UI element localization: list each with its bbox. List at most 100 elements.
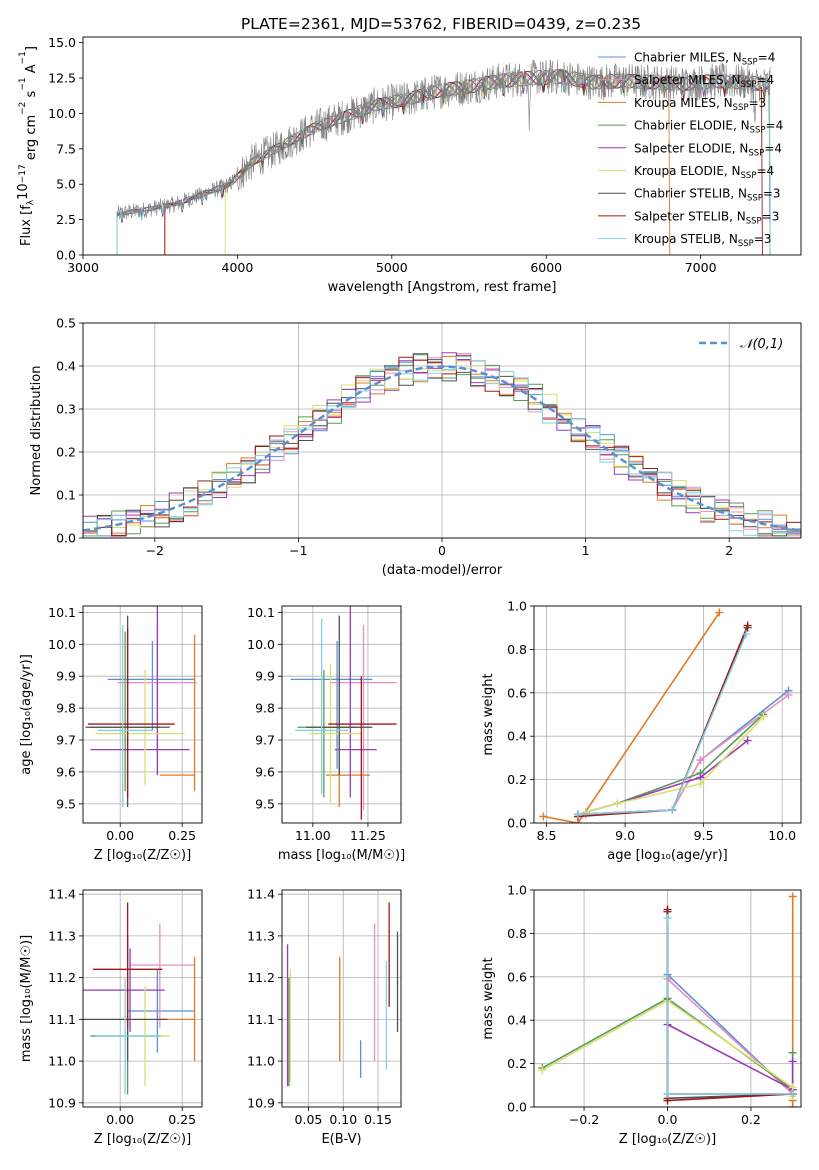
weight-line-6 — [666, 911, 793, 1100]
observed-spectrum — [116, 59, 771, 220]
legend-label-part: Chabrier MILES, N — [634, 51, 742, 65]
weight-point — [663, 914, 672, 923]
weight-point — [668, 805, 677, 814]
x-tick-label: 7000 — [685, 260, 717, 275]
weight-point — [696, 756, 705, 765]
age-vs-mass-panel-border — [281, 605, 402, 824]
massweight-vs-age-panel-marks — [539, 608, 793, 823]
y-tick-label: 11.1 — [247, 1012, 275, 1027]
age-vs-z-panel-border — [82, 605, 203, 824]
model-spectrum-2 — [164, 69, 671, 255]
y-tick-label: 11.0 — [247, 1054, 275, 1069]
legend-label-part: Salpeter MILES, N — [634, 73, 741, 87]
x-axis-label: Z [log₁₀(Z/Z☉)] — [94, 848, 191, 863]
x-tick-label: 0 — [438, 543, 446, 558]
legend-label-part: SSP — [747, 194, 763, 204]
x-tick-label: 3000 — [67, 260, 99, 275]
x-tick-label: 8.5 — [537, 828, 557, 843]
y-tick-label: 15.0 — [48, 35, 76, 50]
age-vs-z-panel: 0.00 0.25 9.5 9.6 9.7 9.8 9.9 10.0 10.1 Z [log₁₀(… — [19, 605, 203, 863]
y-tick-label: 0.3 — [56, 402, 76, 417]
x-axis-label: mass [log₁₀(M/M☉)] — [278, 848, 405, 863]
weight-point — [743, 736, 752, 745]
x-axis-label: Z [log₁₀(Z/Z☉)] — [619, 1132, 716, 1147]
mass-vs-ebv-panel: 0.05 0.10 0.15 10.9 11.0 11.1 11.2 11.3 11.4 E(B-… — [247, 887, 402, 1147]
weight-point — [743, 621, 752, 630]
weight-point — [663, 905, 672, 914]
legend-label-part: SSP — [741, 80, 757, 90]
y-tick-label: 9.6 — [255, 764, 275, 779]
weight-point — [663, 1089, 672, 1098]
x-tick-label: 1 — [582, 543, 590, 558]
weight-point — [788, 1103, 797, 1107]
y-tick-label: 11.4 — [48, 887, 76, 902]
massweight-vs-age-panel-border — [533, 605, 802, 824]
x-tick-label: −1 — [289, 543, 307, 558]
mass-vs-z-panel-frame: 0.00 0.25 10.9 11.0 11.1 11.2 11.3 11.4 Z [log₁₀… — [19, 887, 203, 1147]
x-tick-label: 0.0 — [658, 1112, 678, 1127]
legend-label-part: Kroupa ELODIE, N — [634, 164, 741, 178]
y-tick-label: 0.5 — [56, 316, 76, 331]
weight-point — [539, 812, 548, 821]
y-tick-label: 10.1 — [247, 605, 275, 620]
weight-line-0 — [585, 689, 789, 816]
y-axis-label-part: erg cm — [24, 115, 39, 164]
y-tick-label: 11.3 — [48, 928, 76, 943]
legend-label-part: =3 — [749, 96, 767, 110]
weight-line-5 — [585, 716, 764, 813]
y-tick-label: 12.5 — [48, 71, 76, 86]
legend-label-part: =4 — [756, 164, 774, 178]
legend-label: Chabrier MILES, NSSP=4 — [634, 51, 775, 68]
x-axis-label: age [log₁₀(age/yr)] — [607, 848, 728, 863]
weight-point — [788, 1057, 797, 1066]
y-axis-label-part: −2 — [18, 102, 28, 115]
y-tick-label: 9.9 — [255, 669, 275, 684]
y-tick-label: 9.5 — [255, 796, 275, 811]
weight-line-1 — [585, 694, 789, 816]
y-tick-label: 0.8 — [507, 926, 527, 941]
mass-vs-z-panel-border — [82, 889, 203, 1108]
x-tick-label: 6000 — [530, 260, 562, 275]
massweight-vs-age-panel: 8.5 9.0 9.5 10.0 0.0 0.2 0.4 0.6 0.8 1.0 age [log₁… — [481, 599, 802, 863]
y-tick-label: 1.0 — [507, 883, 527, 898]
y-tick-label: 9.6 — [56, 764, 76, 779]
y-tick-label: 0.4 — [507, 729, 527, 744]
weight-line-8 — [666, 918, 793, 1095]
legend-label-part: =3 — [762, 209, 780, 223]
x-axis-label: Z [log₁₀(Z/Z☉)] — [94, 1132, 191, 1147]
y-tick-label: 7.5 — [56, 141, 76, 156]
legend-label-part: Salpeter ELODIE, N — [634, 141, 748, 155]
x-tick-label: −2 — [146, 543, 164, 558]
x-tick-label: −0.2 — [569, 1112, 599, 1127]
y-tick-label: 5.0 — [56, 177, 76, 192]
weight-point — [784, 690, 793, 699]
legend-label: Kroupa MILES, NSSP=3 — [634, 96, 766, 113]
x-tick-label: 0.05 — [295, 1112, 323, 1127]
x-tick-label: 0.00 — [106, 828, 134, 843]
residual-panel-frame: −2 −1 0 1 2 0.0 0.1 0.2 0.3 0.4 0.5 (data-model)/er… — [29, 316, 802, 578]
y-tick-label: 11.0 — [48, 1054, 76, 1069]
legend-label: Salpeter STELIB, NSSP=3 — [634, 209, 779, 226]
legend-label-part: =4 — [756, 73, 774, 87]
spectrum-panel-frame: 3000 4000 5000 6000 7000 0.0 2.5 5.0 7.5 10.0 12.5… — [16, 35, 802, 295]
weight-point — [788, 1089, 797, 1098]
age-vs-z-panel-frame: 0.00 0.25 9.5 9.6 9.7 9.8 9.9 10.0 10.1 Z [log₁₀(… — [19, 605, 203, 863]
y-axis-label-part: −1 — [18, 77, 28, 90]
massweight-vs-age-panel-frame: 8.5 9.0 9.5 10.0 0.0 0.2 0.4 0.6 0.8 1.0 age [log₁… — [481, 599, 802, 863]
legend-label-part: Salpeter STELIB, N — [634, 209, 746, 223]
y-axis-label-part: s — [24, 90, 39, 101]
massweight-vs-z-panel-frame: −0.2 0.0 0.2 0.0 0.2 0.4 0.6 0.8 1.0 Z [log₁₀(Z/Z… — [481, 883, 802, 1147]
massweight-vs-z-panel-marks — [538, 892, 797, 1107]
spectrum-panel-marks — [116, 59, 771, 255]
x-tick-label: 0.25 — [168, 828, 196, 843]
weight-point — [581, 808, 590, 817]
y-axis-label-part: Flux [f — [19, 205, 34, 246]
legend-label: Kroupa ELODIE, NSSP=4 — [634, 164, 774, 181]
legend-label-part: =3 — [754, 232, 772, 246]
y-axis-label: age [log₁₀(age/yr)] — [19, 654, 34, 775]
mass-vs-ebv-panel-marks — [286, 902, 399, 1087]
y-tick-label: 0.0 — [507, 816, 527, 831]
mass-vs-ebv-panel-border — [281, 889, 402, 1108]
y-tick-label: 9.5 — [56, 796, 76, 811]
